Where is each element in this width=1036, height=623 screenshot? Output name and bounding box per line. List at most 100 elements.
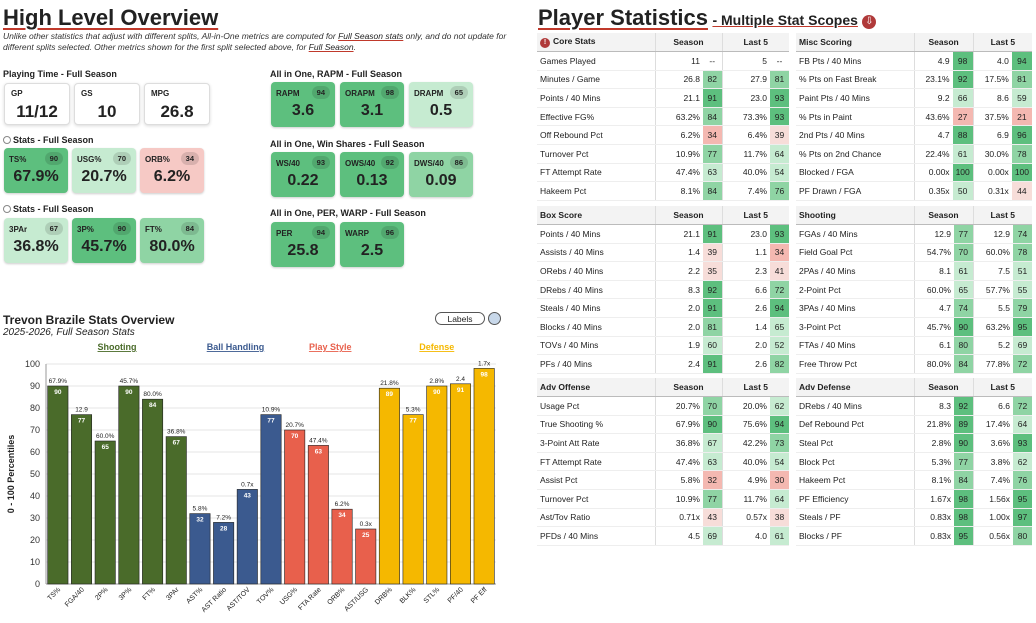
table-header: ! Core Stats Season Last 5 (537, 33, 789, 53)
row-label: Games Played (537, 51, 655, 71)
metric-card-3par: 3PAr 67 36.8% (4, 218, 68, 263)
x-tick-label: PF/40 (447, 586, 465, 604)
info-icon[interactable]: ! (540, 38, 550, 49)
y-tick-label: 10 (30, 557, 40, 567)
bar-percentile-label: 67 (173, 440, 181, 447)
full-season-link[interactable]: Full Season (308, 42, 354, 52)
table-row: Steal Pct 2.8% 90 3.6% 93 (796, 433, 1032, 453)
table-row: Assists / 40 Mins 1.4 39 1.1 34 (537, 243, 789, 263)
season-percentile: 61 (954, 261, 973, 281)
bar-percentile-label: 28 (220, 525, 228, 532)
season-percentile: 89 (954, 415, 973, 435)
table-row: Points / 40 Mins 21.1 91 23.0 93 (537, 88, 789, 108)
col-season: Season (913, 206, 973, 226)
x-tick-label: FGA/40 (64, 586, 86, 608)
bar-tov (260, 414, 282, 585)
bar-percentile-label: 90 (433, 389, 441, 396)
season-percentile: 81 (703, 317, 722, 337)
percentile-badge: 94 (311, 226, 330, 239)
labels-toggle[interactable]: Labels (435, 312, 485, 325)
table-row: Minutes / Game 26.8 82 27.9 81 (537, 70, 789, 90)
last5-percentile: 41 (770, 261, 789, 281)
last5-value: 8.6 (972, 88, 1012, 108)
last5-value: 12.9 (972, 224, 1013, 244)
metric-card-rapm: RAPM 94 3.6 (271, 82, 335, 127)
labels-toggle-switch[interactable] (488, 312, 501, 325)
season-percentile: 98 (952, 51, 974, 71)
row-label: ORebs / 40 Mins (537, 261, 655, 281)
table-row: PF Efficiency 1.67x 98 1.56x 95 (796, 489, 1032, 509)
col-last5: Last 5 (972, 378, 1032, 398)
metric-label: ORB% (145, 155, 170, 164)
metric-value: 0.22 (287, 172, 319, 189)
last5-value: 7.4% (972, 470, 1013, 491)
percentile-badge: 84 (180, 222, 199, 235)
table-row: ORebs / 40 Mins 2.2 35 2.3 41 (537, 261, 789, 281)
season-value: 4.7 (913, 298, 954, 319)
player-stats-title: Player Statistics (538, 5, 708, 30)
metric-card-orb: ORB% 34 6.2% (140, 148, 204, 193)
season-percentile: 65 (954, 280, 973, 300)
row-label: % Pts in Paint (796, 107, 914, 127)
bar-percentile-label: 90 (125, 389, 133, 396)
last5-percentile: 78 (1011, 144, 1032, 164)
metric-label: OWS/40 (345, 159, 376, 168)
stat-table-box-score: Box Score Season Last 5 Points / 40 Mins 21.… (537, 206, 789, 374)
season-value: 54.7% (913, 243, 954, 263)
table-row: FB Pts / 40 Mins 4.9 98 4.0 94 (796, 51, 1032, 71)
season-value: 47.4% (654, 163, 703, 183)
bar-raw-label: 5.3% (406, 407, 421, 414)
row-label: Off Rebound Pct (537, 125, 655, 146)
last5-value: 0.31x (972, 181, 1012, 201)
full-season-stats-link[interactable]: Full Season stats (338, 31, 404, 41)
season-percentile: 92 (954, 396, 973, 416)
bar-3p (118, 385, 140, 585)
season-percentile: 39 (703, 243, 722, 263)
table-row: FT Attempt Rate 47.4% 63 40.0% 54 (537, 452, 789, 472)
bar-ast-usg (355, 528, 377, 585)
season-percentile: 67 (703, 433, 722, 453)
table-header: Adv Offense Season Last 5 (537, 378, 789, 398)
row-label: 2PAs / 40 Mins (796, 261, 914, 281)
last5-value: 77.8% (972, 354, 1013, 374)
row-label: PFDs / 40 Mins (537, 526, 655, 546)
bar-orb (331, 508, 353, 585)
last5-value: 37.5% (972, 107, 1012, 127)
last5-percentile: 38 (770, 508, 789, 528)
last5-value: 42.2% (721, 433, 770, 453)
last5-percentile: 54 (770, 452, 789, 472)
table-row: Usage Pct 20.7% 70 20.0% 62 (537, 396, 789, 416)
percentile-badge: 70 (112, 152, 131, 165)
stats2-radio[interactable] (3, 205, 11, 213)
last5-value: 4.9% (721, 470, 770, 491)
bar-raw-label: 36.8% (167, 429, 186, 436)
season-value: 47.4% (654, 452, 703, 472)
season-percentile: 70 (703, 396, 722, 416)
row-label: 3-Point Att Rate (537, 433, 655, 453)
player-stats-subtitle: - Multiple Stat Scopes (712, 12, 858, 28)
bar-ast (189, 513, 211, 585)
metric-card-orapm: ORAPM 98 3.1 (340, 82, 404, 127)
group-label-ball-handling: Ball Handling (207, 342, 265, 352)
last5-value: 0.56x (972, 526, 1013, 546)
download-icon[interactable]: ⇩ (862, 15, 877, 29)
table-title: ! Core Stats (537, 33, 655, 53)
last5-percentile: 82 (770, 354, 789, 374)
season-value: 0.71x (654, 508, 703, 528)
table-row: Blocked / FGA 0.00x 100 0.00x 100 (796, 163, 1032, 183)
table-row: Games Played 11 -- 5 -- (537, 51, 789, 71)
last5-value: 5 (721, 51, 770, 71)
last5-value: 57.7% (972, 280, 1013, 300)
table-row: 2-Point Pct 60.0% 65 57.7% 55 (796, 280, 1032, 300)
metric-value: 45.7% (81, 238, 127, 255)
last5-value: 75.6% (721, 415, 770, 435)
stats1-radio[interactable] (3, 136, 11, 144)
season-value: 0.83x (913, 508, 954, 528)
bar-raw-label: 20.7% (285, 422, 304, 429)
metric-value: 20.7% (81, 168, 127, 185)
season-percentile: 70 (954, 243, 973, 263)
last5-value: 6.4% (721, 125, 770, 146)
season-percentile: 84 (703, 181, 722, 201)
season-percentile: 100 (952, 163, 974, 183)
season-value: 2.0 (654, 317, 703, 337)
